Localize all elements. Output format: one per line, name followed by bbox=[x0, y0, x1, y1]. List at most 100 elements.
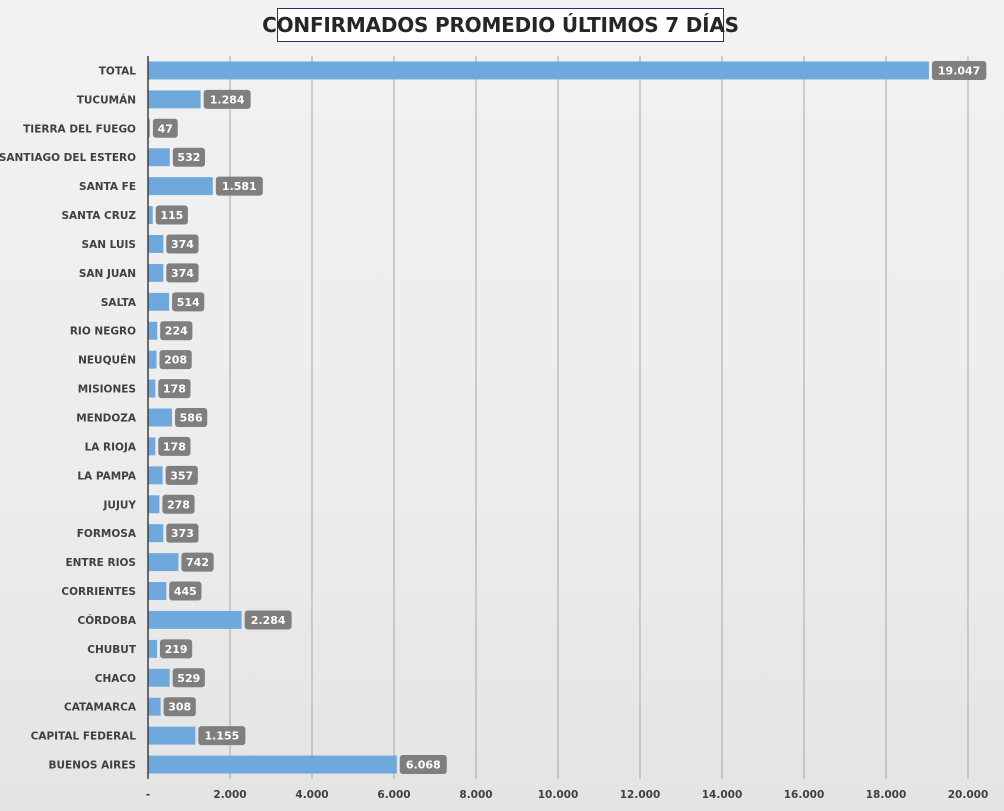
data-label-box bbox=[159, 350, 192, 370]
category-label: LA RIOJA bbox=[85, 441, 137, 453]
category-label: MISIONES bbox=[78, 384, 136, 396]
bar bbox=[148, 408, 173, 427]
data-label: 115 bbox=[160, 209, 183, 222]
data-label: 1.284 bbox=[210, 93, 245, 106]
data-label-box bbox=[165, 465, 198, 485]
data-label: 6.068 bbox=[406, 759, 441, 772]
data-label-box bbox=[198, 726, 246, 746]
data-label: 219 bbox=[165, 643, 188, 656]
bar bbox=[148, 61, 929, 80]
category-label: SAN JUAN bbox=[79, 268, 136, 280]
data-label-box bbox=[172, 292, 205, 312]
bar bbox=[148, 148, 170, 167]
data-label-box bbox=[163, 697, 196, 717]
data-label-box bbox=[158, 379, 191, 399]
bar bbox=[148, 755, 397, 774]
data-label: 47 bbox=[158, 122, 173, 135]
data-label-box bbox=[172, 147, 206, 167]
bar bbox=[148, 90, 201, 109]
x-tick-label: 10.000 bbox=[538, 789, 579, 801]
category-label: CHACO bbox=[95, 673, 136, 685]
data-label: 374 bbox=[171, 267, 194, 280]
category-label: JUJUY bbox=[103, 499, 137, 511]
data-label: 514 bbox=[177, 296, 200, 309]
bar bbox=[148, 726, 196, 745]
category-label: RIO NEGRO bbox=[70, 326, 136, 338]
category-label: SANTA FE bbox=[79, 181, 136, 193]
data-label-box bbox=[931, 60, 987, 80]
bar bbox=[148, 495, 160, 514]
bar bbox=[148, 321, 158, 340]
data-label: 19.047 bbox=[938, 64, 980, 77]
x-tick-label: 18.000 bbox=[866, 789, 907, 801]
data-label: 445 bbox=[174, 585, 197, 598]
bar bbox=[148, 206, 153, 225]
bar bbox=[148, 553, 179, 572]
chart-title: CONFIRMADOS PROMEDIO ÚLTIMOS 7 DÍAS bbox=[262, 13, 739, 37]
category-label: CATAMARCA bbox=[64, 702, 137, 714]
category-label: TUCUMÁN bbox=[77, 93, 136, 106]
data-label-box bbox=[158, 436, 191, 456]
data-label-box bbox=[159, 639, 193, 659]
x-tick-label: 12.000 bbox=[620, 789, 661, 801]
data-label-box bbox=[203, 89, 251, 109]
data-label: 1.581 bbox=[222, 180, 257, 193]
data-label-box bbox=[175, 408, 208, 427]
data-label-box bbox=[166, 523, 199, 543]
bar bbox=[148, 292, 170, 311]
bar bbox=[148, 119, 150, 138]
x-tick-label: 20.000 bbox=[948, 789, 989, 801]
bar bbox=[148, 524, 164, 543]
data-label: 178 bbox=[163, 383, 186, 396]
category-label: TIERRA DEL FUEGO bbox=[23, 123, 136, 135]
category-label: LA PAMPA bbox=[77, 470, 137, 482]
data-label: 208 bbox=[164, 354, 187, 367]
data-label: 532 bbox=[177, 151, 200, 164]
data-label-box bbox=[399, 755, 447, 775]
category-label: CORRIENTES bbox=[61, 586, 136, 598]
x-tick-label: 6.000 bbox=[377, 789, 410, 801]
data-label: 529 bbox=[177, 672, 200, 685]
category-label: CÓRDOBA bbox=[78, 614, 137, 627]
x-tick-label: 4.000 bbox=[295, 789, 328, 801]
bar bbox=[148, 177, 213, 196]
data-label: 374 bbox=[171, 238, 194, 251]
data-label-box bbox=[160, 321, 193, 341]
data-label: 224 bbox=[165, 325, 188, 338]
data-label: 1.155 bbox=[204, 730, 239, 743]
data-label: 2.284 bbox=[251, 614, 286, 627]
category-label: SALTA bbox=[101, 297, 137, 309]
bar bbox=[148, 379, 156, 398]
category-label: NEUQUÉN bbox=[78, 354, 136, 367]
data-label: 357 bbox=[170, 469, 193, 482]
bar bbox=[148, 350, 157, 369]
data-label: 278 bbox=[167, 498, 190, 511]
bar bbox=[148, 466, 163, 485]
data-label-box bbox=[181, 552, 214, 572]
data-label-box bbox=[169, 581, 202, 601]
data-label-box bbox=[155, 205, 188, 225]
bar bbox=[148, 639, 157, 658]
category-label: SAN LUIS bbox=[82, 239, 136, 251]
data-label: 742 bbox=[186, 556, 209, 569]
bar bbox=[148, 582, 167, 600]
data-label-box bbox=[166, 263, 199, 283]
data-label-box bbox=[152, 118, 178, 138]
data-label: 586 bbox=[180, 412, 203, 425]
bar bbox=[148, 437, 156, 456]
bar bbox=[148, 668, 170, 687]
chart-title-box: CONFIRMADOS PROMEDIO ÚLTIMOS 7 DÍAS bbox=[262, 8, 739, 42]
category-label: BUENOS AIRES bbox=[49, 760, 137, 772]
data-label-box bbox=[215, 176, 263, 196]
category-label: SANTIAGO DEL ESTERO bbox=[0, 152, 136, 164]
category-label: CHUBUT bbox=[87, 644, 137, 656]
category-label: FORMOSA bbox=[77, 528, 137, 540]
data-label-box bbox=[172, 668, 205, 688]
data-label-box bbox=[162, 494, 195, 514]
bar bbox=[148, 697, 161, 716]
x-tick-label: 2.000 bbox=[213, 789, 246, 801]
x-tick-label: 14.000 bbox=[702, 789, 743, 801]
data-label-box bbox=[166, 234, 199, 254]
